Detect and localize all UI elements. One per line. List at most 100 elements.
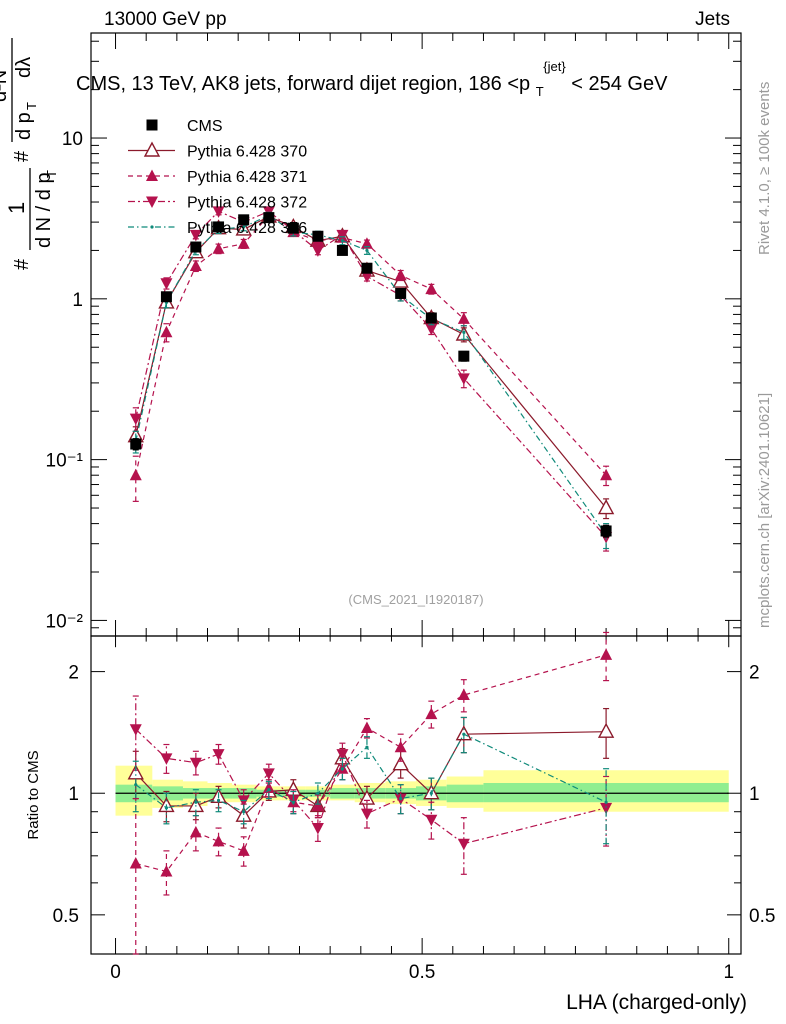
- main-point-cms: [600, 525, 612, 537]
- ylabel-dn: d N / d p: [33, 172, 55, 248]
- ratio-point-py376: [216, 798, 221, 802]
- legend-label-py372: Pythia 6.428 372: [187, 195, 307, 212]
- x-tick-label: 1: [723, 962, 734, 983]
- main-point-cms: [361, 262, 373, 274]
- main-line-py372: [135, 210, 607, 538]
- main-point-py371: [129, 468, 142, 481]
- ratio-point-py376: [604, 800, 608, 804]
- main-point-py370: [597, 499, 615, 515]
- ratio-point-py370: [597, 722, 615, 738]
- main-point-cms: [238, 214, 250, 226]
- main-point-py371: [394, 268, 407, 281]
- main-point-cms: [160, 291, 172, 303]
- main-point-cms: [425, 312, 437, 324]
- title-main: CMS, 13 TeV, AK8 jets, forward dijet reg…: [76, 73, 530, 95]
- main-point-py371: [360, 237, 373, 249]
- ratio-point-py376: [134, 783, 138, 787]
- main-point-py372: [360, 271, 373, 283]
- main-point-py372: [336, 229, 349, 242]
- main-point-cms: [263, 212, 275, 224]
- legend-label-py371: Pythia 6.428 371: [187, 169, 307, 186]
- ylabel-hash2: #: [11, 150, 33, 162]
- ratio-y-tick-label-right: 1: [749, 784, 760, 805]
- ratio-point-py372: [262, 768, 275, 780]
- category-label: Jets: [695, 9, 730, 30]
- ratio-point-py371: [129, 856, 142, 869]
- main-point-py372: [160, 278, 173, 290]
- ratio-point-py376: [462, 732, 466, 736]
- legend-marker-py371: [146, 169, 158, 181]
- ratio-point-py371: [212, 834, 225, 847]
- ratio-point-py376: [242, 810, 246, 814]
- ylabel-hash1: #: [11, 258, 33, 270]
- legend-marker-py372: [146, 196, 158, 208]
- ylabel-dpt: d p: [13, 112, 35, 140]
- ratio-point-py376: [316, 791, 320, 795]
- title-sub: T: [536, 84, 544, 99]
- legend-marker-py376: [150, 225, 154, 229]
- main-point-cms: [395, 287, 407, 299]
- legend-item-py372: Pythia 6.428 372: [128, 195, 307, 212]
- ylabel-t: T: [44, 170, 59, 178]
- main-point-py371: [189, 259, 202, 272]
- main-point-py376: [242, 225, 246, 229]
- ratio-y-tick-label-left: 1: [68, 784, 79, 805]
- ratio-panel: [90, 635, 742, 955]
- ratio-point-py370: [392, 755, 409, 771]
- x-ticks: 0 0.5 1: [110, 33, 734, 983]
- ratio-point-py372: [212, 749, 225, 761]
- main-point-cms: [130, 438, 142, 450]
- main-line-py370: [135, 215, 607, 509]
- main-point-py371: [600, 468, 613, 481]
- ratio-point-py371: [457, 688, 470, 701]
- legend: CMS Pythia 6.428 370 Pythia 6.428 371 Pythi…: [128, 118, 307, 237]
- legend-label-py370: Pythia 6.428 370: [187, 144, 307, 161]
- main-point-py376: [340, 239, 345, 243]
- ratio-y-tick-label-right: 2: [749, 663, 760, 684]
- ylabel-one: 1: [4, 202, 29, 214]
- main-point-py372: [212, 206, 225, 218]
- main-point-py376: [462, 330, 466, 334]
- ratio-point-py371: [425, 707, 438, 720]
- legend-item-py376: Pythia 6.428 376: [128, 220, 307, 237]
- legend-item-py370: Pythia 6.428 370: [128, 141, 307, 161]
- main-y-tick-label: 1: [72, 290, 83, 311]
- energy-label: 13000 GeV pp: [104, 9, 227, 30]
- ratio-y-tick-label-left: 2: [68, 663, 79, 684]
- main-point-py372: [311, 245, 324, 257]
- main-point-cms: [287, 222, 299, 234]
- main-point-cms: [458, 350, 470, 362]
- ratio-point-py371: [160, 865, 173, 877]
- main-point-py372: [129, 413, 142, 426]
- title-sup: {jet}: [543, 59, 566, 74]
- ylabel-d2n: d²N: [0, 70, 11, 102]
- analysis-watermark: (CMS_2021_I1920187): [348, 592, 483, 607]
- main-point-cms: [336, 244, 348, 256]
- ratio-point-py376: [194, 800, 198, 804]
- ratio-point-py371: [394, 740, 407, 753]
- ratio-point-py376: [340, 767, 345, 771]
- main-point-py371: [212, 242, 225, 254]
- main-line-py371: [135, 214, 607, 476]
- main-point-py372: [457, 373, 470, 385]
- ratio-uncertainty-bands: [115, 765, 729, 816]
- main-point-py376: [365, 248, 369, 253]
- ratio-point-py376: [429, 791, 433, 795]
- ratio-point-py372: [600, 802, 613, 815]
- main-point-cms: [213, 221, 225, 233]
- ratio-point-py376: [399, 796, 403, 801]
- ratio-py372: [129, 695, 613, 875]
- ratio-y-tick-label-left: 0.5: [53, 906, 79, 927]
- ratio-point-py370: [358, 789, 376, 805]
- ratio-point-py372: [425, 814, 438, 827]
- x-tick-label: 0.5: [409, 962, 435, 983]
- legend-marker-cms: [146, 119, 158, 131]
- ratio-point-py371: [189, 825, 202, 838]
- ratio-point-py372: [457, 838, 470, 851]
- ratio-point-py371: [237, 844, 250, 856]
- main-point-py371: [237, 237, 250, 249]
- legend-label-cms: CMS: [187, 118, 223, 135]
- ylabel-dlambda: dλ: [13, 57, 35, 78]
- main-point-py371: [425, 282, 438, 295]
